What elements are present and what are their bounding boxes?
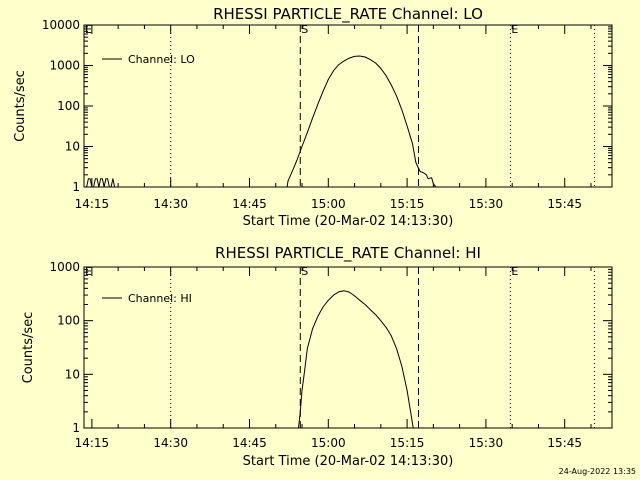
x-tick-label: 15:15 — [390, 436, 425, 450]
panel-lo: RHESSI PARTICLE_RATE Channel: LO 1 10 100 10… — [13, 5, 613, 229]
y-tick-label: 1 — [72, 421, 80, 435]
x-tick-label: 14:15 — [75, 436, 110, 450]
marker-label-e: E — [511, 23, 518, 36]
y-tick-label: 100 — [57, 314, 80, 328]
x-tick-label: 15:30 — [469, 436, 504, 450]
x-tick-label: 15:15 — [390, 197, 425, 211]
series-line-channel-hi-segment-0 — [298, 290, 414, 429]
x-tick-label: 14:45 — [232, 197, 267, 211]
x-tick-label: 14:30 — [153, 436, 188, 450]
x-tick-label: 15:00 — [311, 436, 346, 450]
y-axis-label: Counts/sec — [13, 70, 28, 142]
footer-timestamp: 24-Aug-2022 13:35 — [559, 467, 636, 476]
series-line-channel-lo-segment-1 — [286, 55, 437, 188]
y-tick-label: 100 — [57, 99, 80, 113]
marker-label-e: E — [85, 23, 92, 36]
marker-label-s: S — [301, 265, 308, 278]
marker-label-e: E — [511, 265, 518, 278]
series-line-channel-lo-segment-0 — [86, 178, 116, 188]
marker-label-e: E — [85, 265, 92, 278]
x-axis-label: Start Time (20-Mar-02 14:13:30) — [243, 454, 454, 469]
x-tick-label: 14:30 — [153, 197, 188, 211]
plot-frame — [83, 24, 613, 188]
y-tick-label: 1000 — [49, 59, 80, 73]
x-axis-label: Start Time (20-Mar-02 14:13:30) — [243, 214, 454, 229]
legend-entry: Channel: HI — [128, 292, 192, 305]
y-tick-label: 10 — [65, 367, 80, 381]
y-axis-label: Counts/sec — [21, 312, 36, 384]
y-tick-label: 1000 — [49, 260, 80, 274]
x-tick-label: 15:00 — [311, 197, 346, 211]
x-tick-label: 14:15 — [75, 197, 110, 211]
y-tick-label: 10000 — [42, 18, 80, 32]
legend-entry: Channel: LO — [128, 53, 195, 66]
chart-title: RHESSI PARTICLE_RATE Channel: LO — [213, 5, 483, 24]
chart-title: RHESSI PARTICLE_RATE Channel: HI — [215, 244, 481, 263]
marker-label-s: S — [301, 23, 308, 36]
x-tick-label: 15:30 — [469, 197, 504, 211]
y-tick-label: 10 — [65, 140, 80, 154]
x-tick-label: 15:45 — [547, 436, 582, 450]
x-tick-label: 14:45 — [232, 436, 267, 450]
panel-hi: RHESSI PARTICLE_RATE Channel: HI 1 10 100 10… — [21, 244, 613, 469]
y-tick-label: 1 — [72, 180, 80, 194]
x-tick-label: 15:45 — [547, 197, 582, 211]
